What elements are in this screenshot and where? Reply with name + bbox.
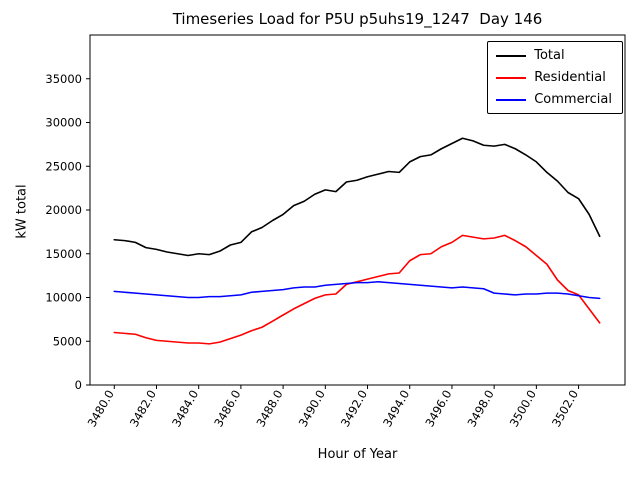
- x-tick-label: 3494.0: [380, 388, 412, 430]
- y-tick-label: 5000: [53, 334, 82, 348]
- legend-item-total: Total: [496, 48, 612, 63]
- y-tick-label: 30000: [45, 116, 82, 130]
- x-tick-label: 3502.0: [549, 388, 581, 430]
- total-line-swatch: [496, 54, 527, 57]
- y-tick-label: 35000: [45, 72, 82, 86]
- x-tick-label: 3486.0: [211, 388, 243, 430]
- legend: Total Residential Commercial: [487, 41, 623, 114]
- x-tick-label: 3488.0: [253, 388, 285, 430]
- x-tick-label: 3492.0: [338, 388, 370, 430]
- y-tick-label: 0: [75, 378, 82, 392]
- x-tick-label: 3482.0: [127, 388, 159, 430]
- residential-line-swatch: [496, 76, 527, 79]
- series-line-residential: [113, 234, 601, 345]
- y-tick-label: 20000: [45, 203, 82, 217]
- y-tick-label: 10000: [45, 291, 82, 305]
- chart-title: Timeseries Load for P5U p5uhs19_1247 Day…: [172, 10, 543, 28]
- x-tick-label: 3498.0: [465, 387, 497, 429]
- y-axis-label: kW total: [14, 184, 30, 239]
- x-tick-label: 3490.0: [296, 388, 328, 430]
- x-axis-label: Hour of Year: [317, 447, 398, 462]
- legend-label-commercial: Commercial: [534, 92, 612, 107]
- commercial-line-swatch: [496, 98, 527, 101]
- series-line-total: [113, 137, 601, 257]
- x-tick-label: 3496.0: [422, 388, 454, 430]
- series-line-commercial: [113, 280, 601, 300]
- x-tick-label: 3480.0: [85, 388, 117, 430]
- x-tick-label: 3484.0: [169, 388, 201, 430]
- legend-item-residential: Residential: [496, 70, 612, 85]
- legend-label-residential: Residential: [534, 70, 606, 85]
- x-tick-label: 3500.0: [507, 388, 539, 430]
- legend-label-total: Total: [534, 48, 565, 63]
- y-tick-label: 15000: [45, 247, 82, 261]
- y-tick-label: 25000: [45, 159, 82, 173]
- legend-item-commercial: Commercial: [496, 92, 612, 107]
